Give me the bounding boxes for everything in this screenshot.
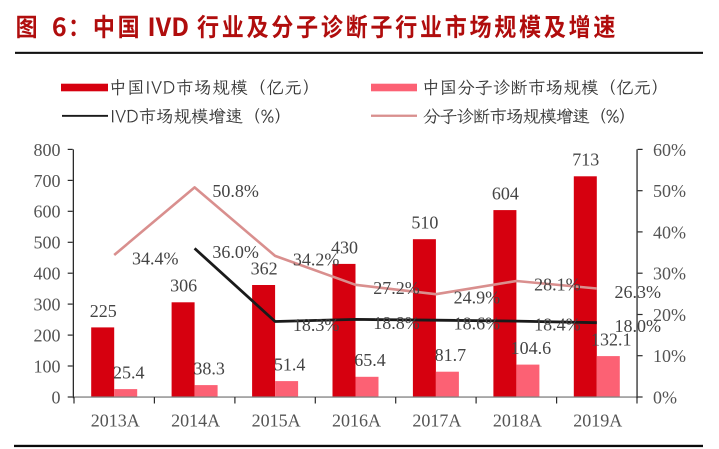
- svg-text:2014A: 2014A: [171, 410, 220, 430]
- svg-text:600: 600: [34, 202, 61, 222]
- svg-text:65.4: 65.4: [354, 350, 386, 370]
- svg-text:50%: 50%: [653, 181, 686, 201]
- svg-text:362: 362: [251, 258, 278, 278]
- svg-text:2013A: 2013A: [91, 410, 140, 430]
- svg-text:51.4: 51.4: [274, 355, 306, 375]
- svg-text:100: 100: [34, 356, 61, 376]
- svg-text:18.3%: 18.3%: [293, 315, 340, 335]
- svg-text:132.1: 132.1: [591, 330, 632, 350]
- svg-text:700: 700: [34, 171, 61, 191]
- svg-text:26.3%: 26.3%: [615, 282, 662, 302]
- svg-text:2017A: 2017A: [412, 410, 461, 430]
- svg-text:34.2%: 34.2%: [293, 249, 340, 269]
- svg-text:800: 800: [34, 140, 61, 160]
- svg-text:81.7: 81.7: [435, 345, 467, 365]
- svg-text:60%: 60%: [653, 140, 686, 160]
- svg-text:10%: 10%: [653, 346, 686, 366]
- svg-text:24.9%: 24.9%: [454, 288, 501, 308]
- svg-text:28.1%: 28.1%: [534, 274, 581, 294]
- svg-text:25.4: 25.4: [113, 363, 145, 383]
- svg-text:18.4%: 18.4%: [534, 315, 581, 335]
- svg-text:500: 500: [34, 233, 61, 253]
- svg-text:306: 306: [170, 276, 197, 296]
- svg-text:400: 400: [34, 264, 61, 284]
- svg-text:0: 0: [52, 387, 61, 407]
- svg-text:2018A: 2018A: [493, 410, 542, 430]
- svg-text:200: 200: [34, 326, 61, 346]
- svg-text:430: 430: [331, 237, 358, 257]
- svg-text:2019A: 2019A: [573, 410, 622, 430]
- svg-text:713: 713: [572, 150, 599, 170]
- svg-text:18.6%: 18.6%: [454, 314, 501, 334]
- svg-text:38.3: 38.3: [193, 359, 225, 379]
- svg-text:27.2%: 27.2%: [373, 278, 420, 298]
- svg-text:104.6: 104.6: [511, 338, 552, 358]
- svg-text:30%: 30%: [653, 264, 686, 284]
- svg-text:300: 300: [34, 295, 61, 315]
- svg-text:2015A: 2015A: [252, 410, 301, 430]
- svg-text:604: 604: [492, 184, 519, 204]
- svg-text:510: 510: [411, 213, 438, 233]
- svg-text:18.0%: 18.0%: [615, 316, 662, 336]
- svg-text:2016A: 2016A: [332, 410, 381, 430]
- svg-text:20%: 20%: [653, 305, 686, 325]
- svg-text:36.0%: 36.0%: [212, 242, 259, 262]
- svg-text:40%: 40%: [653, 222, 686, 242]
- svg-text:18.8%: 18.8%: [373, 313, 420, 333]
- svg-text:50.8%: 50.8%: [212, 181, 259, 201]
- svg-text:0%: 0%: [653, 387, 677, 407]
- svg-text:34.4%: 34.4%: [132, 248, 179, 268]
- svg-text:225: 225: [90, 301, 117, 321]
